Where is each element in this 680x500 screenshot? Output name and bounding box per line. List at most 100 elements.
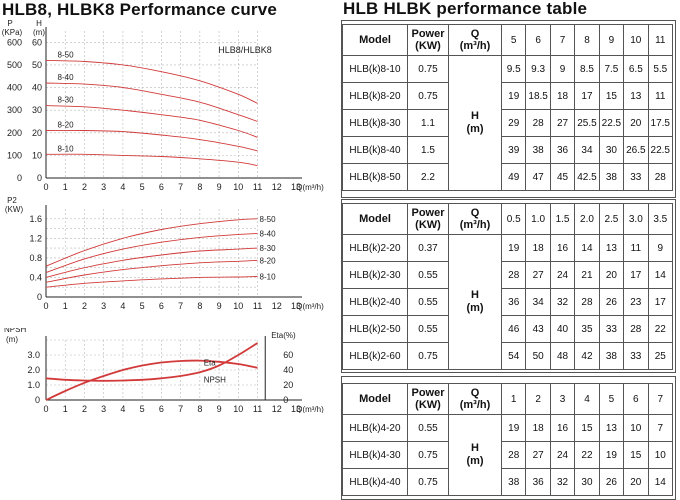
cell-head-value: 5.5 — [647, 55, 674, 83]
curve-label-8-10: 8-10 — [260, 272, 277, 281]
x-axis-label: Q(m³/h) — [296, 302, 324, 311]
table-row: HLB(k)8-20 0.75 19 18.5 18 17 15 13 11 — [342, 82, 674, 110]
curve-8-20 — [45, 259, 258, 283]
cell-head-value: 28 — [574, 288, 600, 316]
x-tick: 1 — [63, 404, 68, 413]
cell-head-value: 27 — [549, 109, 576, 137]
cell-model: HLB(k)4-20 — [342, 414, 408, 442]
cell-head-value: 18 — [525, 234, 551, 262]
curve-8-30 — [45, 247, 258, 278]
curve-8-50 — [45, 59, 258, 104]
cell-model: HLB(k)4-30 — [342, 441, 408, 469]
cell-head-value: 26 — [598, 468, 625, 496]
cell-head-value: 36 — [549, 136, 576, 164]
cell-head-value: 17 — [623, 261, 649, 289]
cell-head-value: 33 — [598, 315, 625, 343]
header-q-value: 3 — [549, 383, 576, 415]
cell-head-value: 34 — [574, 136, 600, 164]
y-tick-pressure: 400 — [7, 83, 22, 93]
cell-head-value: 7.5 — [598, 55, 625, 83]
cell-head-value: 35 — [574, 315, 600, 343]
y-tick-power: 0.8 — [29, 253, 42, 263]
y-tick-eta: 40 — [283, 365, 293, 375]
y-tick-head: 10 — [32, 150, 42, 160]
y-label-m: (m) — [33, 28, 45, 37]
x-tick: 2 — [82, 404, 87, 413]
cell-head-value: 14 — [647, 261, 674, 289]
curve-8-40 — [45, 232, 258, 274]
table-row: HLB(k)2-60 0.75 54 50 48 42 38 33 25 — [342, 342, 674, 370]
header-model: Model — [342, 383, 408, 415]
x-tick: 10 — [233, 301, 243, 311]
cell-power: 0.75 — [407, 441, 449, 469]
cell-model: HLB(k)4-40 — [342, 468, 408, 496]
cell-head-value: 16 — [549, 234, 576, 262]
x-tick: 8 — [197, 182, 202, 192]
x-tick: 0 — [43, 182, 48, 192]
cell-head-value: 10 — [647, 441, 674, 469]
cell-head-label: H (m) — [448, 234, 502, 370]
header-q-value: 3.5 — [647, 203, 674, 235]
cell-head-value: 30 — [574, 468, 600, 496]
cell-head-value: 13 — [623, 82, 649, 110]
y-label-npsh: NPSH — [4, 328, 26, 334]
cell-head-value: 28 — [647, 163, 674, 191]
header-q-value: 7 — [647, 383, 674, 415]
cell-power: 0.55 — [407, 315, 449, 343]
table-row: HLB(k)8-50 2.2 49 47 45 42.5 38 33 28 — [342, 163, 674, 191]
y-label-kw: (KW) — [5, 205, 24, 214]
y-tick-head: 0 — [37, 173, 42, 183]
header-q-value: 1 — [500, 383, 527, 415]
cell-head-value: 54 — [500, 342, 527, 370]
cell-power: 0.55 — [407, 261, 449, 289]
y-tick-pressure: 500 — [7, 60, 22, 70]
cell-head-value: 9 — [549, 55, 576, 83]
cell-head-value: 34 — [525, 288, 551, 316]
x-axis-label: Q(m³/h) — [296, 183, 324, 192]
curve-label-8-20: 8-20 — [58, 121, 75, 130]
table-row: HLB(k)8-10 0.75 H (m) 9.5 9.3 9 8.5 7.5 6.5 5.5 — [342, 55, 674, 191]
x-tick: 7 — [178, 404, 183, 413]
x-tick: 3 — [101, 301, 106, 311]
cell-head-value: 43 — [525, 315, 551, 343]
x-tick: 11 — [253, 404, 262, 413]
curve-8-40 — [45, 82, 258, 122]
y-label-p2: P2 — [7, 196, 17, 205]
table-row: HLB(k)2-50 0.55 46 43 40 35 33 28 22 — [342, 315, 674, 343]
x-tick: 5 — [140, 182, 145, 192]
header-q-value: 1.5 — [549, 203, 576, 235]
cell-head-value: 26 — [598, 288, 625, 316]
header-q-value: 2 — [525, 383, 551, 415]
cell-head-value: 18.5 — [525, 82, 551, 110]
curve-label-eta: Eta — [204, 359, 217, 368]
header-q-value: 1.0 — [525, 203, 551, 235]
x-tick: 10 — [233, 182, 243, 192]
x-tick: 7 — [178, 182, 183, 192]
y-tick-head: 20 — [32, 128, 42, 138]
curve-8-10 — [45, 276, 258, 288]
cell-model: HLB(k)8-30 — [342, 109, 408, 137]
cell-head-value: 33 — [623, 342, 649, 370]
cell-head-value: 17 — [574, 82, 600, 110]
x-tick: 3 — [101, 404, 106, 413]
x-tick: 13 — [291, 301, 301, 311]
y-tick-eta: 20 — [283, 380, 293, 390]
y-tick-eta: 60 — [283, 350, 293, 360]
performance-table-hlb4: Model Power (KW) Q (m³/h) 1 2 3 4 5 6 7 HLB(k)4-20… — [342, 383, 674, 496]
cell-head-value: 28 — [500, 261, 527, 289]
y-tick-head: 40 — [32, 83, 42, 93]
cell-power: 0.75 — [407, 82, 449, 110]
y-tick-power: 1.2 — [29, 233, 42, 243]
y-label-p: P — [7, 19, 12, 28]
cell-head-value: 28 — [623, 315, 649, 343]
x-tick: 13 — [291, 182, 301, 192]
x-tick: 1 — [63, 182, 68, 192]
curve-8-10 — [45, 153, 258, 167]
cell-power: 0.75 — [407, 342, 449, 370]
cell-model: HLB(k)8-20 — [342, 82, 408, 110]
cell-head-value: 42.5 — [574, 163, 600, 191]
y-tick-pressure: 100 — [7, 150, 22, 160]
table-row: HLB(k)2-20 0.37 H (m) 19 18 16 14 13 11 9 — [342, 234, 674, 370]
y-tick-power: 0 — [37, 292, 42, 302]
table-row: HLB(k)4-20 0.55 H (m) 19 18 16 15 13 10 7 — [342, 414, 674, 496]
